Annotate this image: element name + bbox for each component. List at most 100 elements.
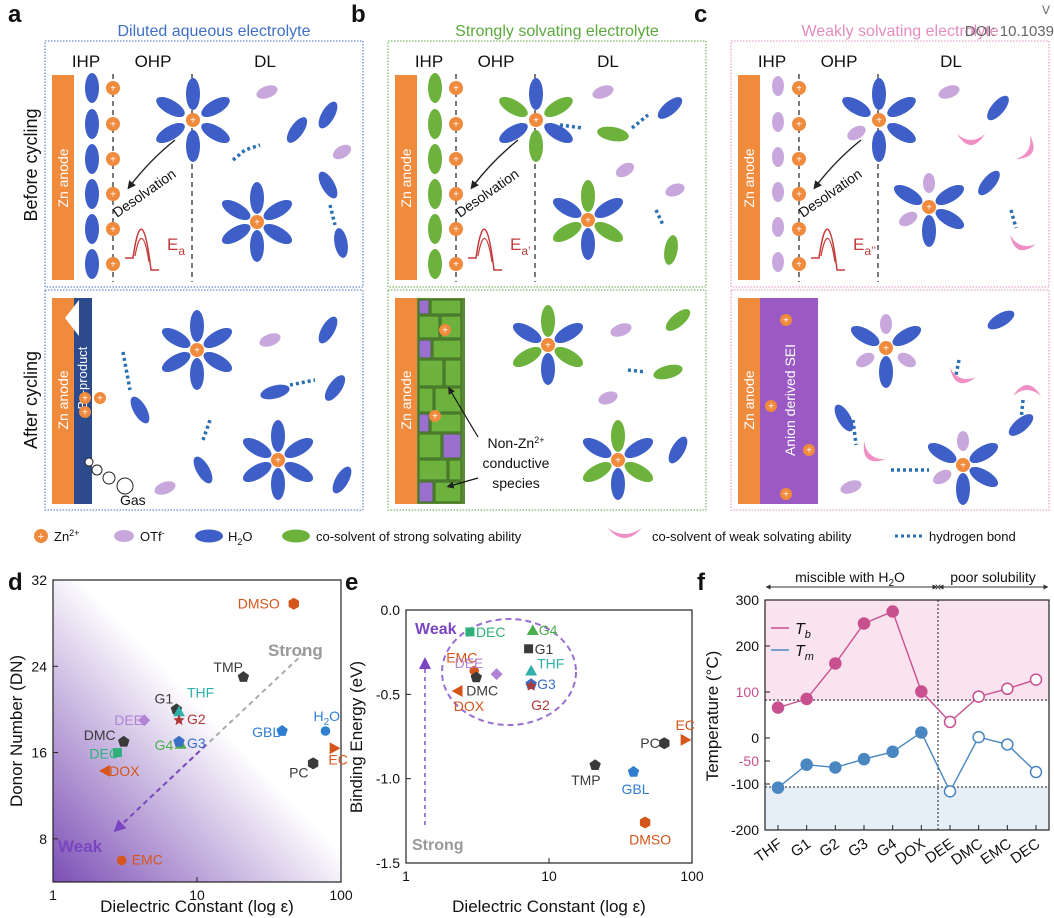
otf-anion <box>592 85 614 99</box>
molecule <box>334 228 348 258</box>
otf-anion <box>880 314 892 334</box>
strong-cosolvent <box>664 235 678 265</box>
data-point-thf <box>525 664 538 676</box>
point-label-g1: G1 <box>154 690 173 706</box>
otf-anion <box>772 112 784 132</box>
zn-ion: + <box>765 400 777 413</box>
xtick-label: 10 <box>189 887 205 903</box>
ihp-label: IHP <box>758 52 786 71</box>
otf-anion <box>840 480 862 494</box>
zn-ion-plus: + <box>796 120 802 131</box>
molecule <box>834 404 854 432</box>
point-label-text: DEC <box>89 746 119 762</box>
water-molecule <box>263 223 293 245</box>
water-molecule <box>893 184 923 206</box>
zn-ion-plus: + <box>796 190 802 201</box>
water-molecule <box>842 96 871 118</box>
zn-ion: + <box>449 152 463 166</box>
data-point-ec <box>329 742 341 755</box>
zn-ion: + <box>792 257 806 271</box>
zn-ion: + <box>872 113 886 127</box>
sei-brick <box>442 433 462 459</box>
desolvation-arrow <box>470 139 519 190</box>
pointer-arrow <box>446 477 479 489</box>
zn-ion-circle <box>449 152 463 166</box>
strong-cosolvent <box>582 461 612 483</box>
zn-ion-plus: + <box>110 260 116 271</box>
sei-brick <box>418 359 444 387</box>
zn-anode-label: Zn anode <box>741 148 757 207</box>
otf-anion <box>154 481 176 495</box>
sei-brick <box>418 481 434 503</box>
tb-legend: T <box>795 621 806 638</box>
zn-anode-label: Zn anode <box>55 370 71 429</box>
zn-ion-circle <box>792 152 806 166</box>
zn-anode-bar <box>395 75 417 280</box>
strong-cosolvent <box>512 346 542 368</box>
panel-f-series <box>771 605 1043 798</box>
panel-f-letter: f <box>697 569 706 596</box>
panel-title: Strongly solvating electrolyte <box>455 23 659 40</box>
otf-anion <box>615 162 635 178</box>
water-molecule <box>887 96 916 118</box>
zn-ion: + <box>956 458 970 472</box>
zn-ion-plus: + <box>796 84 802 95</box>
zn-anode-bar <box>395 298 417 504</box>
zn-ion-circle <box>79 392 91 404</box>
zn-ion-plus: + <box>796 155 802 166</box>
zn-ion-circle <box>449 81 463 95</box>
molecule <box>193 456 213 484</box>
energy-barrier <box>468 228 502 271</box>
hydrogen-bond <box>231 143 261 162</box>
ytick-label: 0.0 <box>381 602 401 618</box>
zn-ion-plus: + <box>796 260 802 271</box>
ytick-label: -100 <box>731 776 759 792</box>
schematic-panel-c: c Weakly solvating electrolyte IHP OHP DL Zn … <box>694 1 1050 511</box>
zn-ion-plus: + <box>783 316 789 327</box>
schematic-panel-a: a Diluted aqueous electrolyte IHP OHP DL Zn a… <box>8 1 364 511</box>
zn-ion-circle <box>106 222 120 236</box>
water-molecule <box>271 468 285 500</box>
zn-ion: + <box>186 113 200 127</box>
zn-anode-label: Zn anode <box>398 148 414 207</box>
water-molecule <box>594 197 624 219</box>
zn-ion-circle <box>79 406 91 418</box>
non-zn-text: Non-Zn <box>488 435 535 451</box>
otf-anion <box>923 173 935 193</box>
legend-otf: OTf <box>140 529 162 544</box>
point-label-emc: EMC <box>446 650 477 666</box>
zn-ion-circle <box>803 444 815 456</box>
panel-d-xlabel: Dielectric Constant (log ε) <box>100 897 294 916</box>
point-label-text: TMP <box>213 659 243 675</box>
svg-text:miscible with H2O: miscible with H2O <box>795 569 905 589</box>
panel-f: f miscible with H2O poor solubility × 30… <box>697 569 1050 869</box>
zn-ion: + <box>449 222 463 236</box>
legend-hbond: hydrogen bond <box>929 529 1016 544</box>
strong-cosolvent <box>428 179 442 209</box>
panel-title: Weakly solvating electrolyte <box>801 23 998 40</box>
weak-cosolvent <box>957 134 985 145</box>
ytick-label: 100 <box>736 684 760 700</box>
zn-ion-plus: + <box>82 394 88 405</box>
h2o-legend-icon <box>195 529 223 543</box>
zn-ion-circle <box>186 113 200 127</box>
ytick-label: 32 <box>31 572 47 588</box>
water-molecule <box>611 468 625 500</box>
zn-ion-plus: + <box>768 402 774 413</box>
water-molecule <box>271 420 285 452</box>
point-label-dmc: DMC <box>466 682 498 698</box>
panel-f-miscible-sub: 2 <box>888 578 894 589</box>
legend-zn-sup: 2+ <box>69 528 79 538</box>
strong-cosolvent-legend-icon <box>282 529 310 543</box>
sei-brick <box>418 413 430 433</box>
panel-e-cluster-ellipse <box>441 618 577 726</box>
otf-anion <box>772 217 784 237</box>
zn-ion: + <box>190 343 204 357</box>
zn-ion-plus: + <box>960 461 966 472</box>
water-molecule <box>969 442 999 464</box>
panel-e-strong: Strong <box>412 837 464 854</box>
zn-ion-plus: + <box>442 326 448 337</box>
data-point-dmc <box>470 671 482 683</box>
zn-ion-plus: + <box>453 84 459 95</box>
strong-cosolvent <box>665 309 691 331</box>
